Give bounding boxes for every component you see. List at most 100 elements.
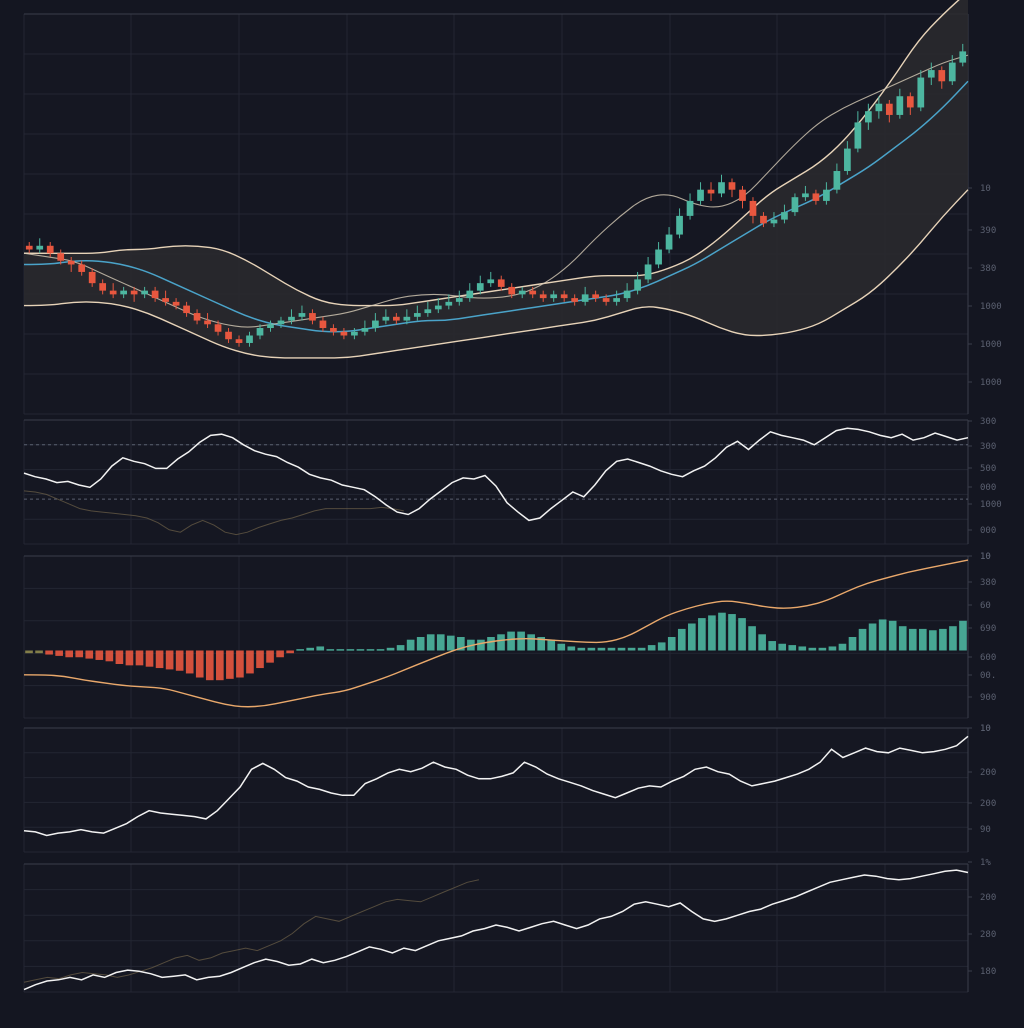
histogram-bar[interactable] (216, 650, 224, 681)
candle[interactable] (592, 290, 600, 302)
histogram-bar[interactable] (738, 618, 746, 651)
candle[interactable] (539, 290, 547, 302)
histogram-bar[interactable] (627, 647, 636, 651)
candle[interactable] (823, 182, 830, 205)
histogram-bar[interactable] (657, 642, 666, 651)
candle[interactable] (634, 271, 641, 295)
histogram-bar[interactable] (547, 639, 556, 651)
candle[interactable] (613, 290, 620, 306)
candle[interactable] (235, 335, 243, 347)
histogram-bar[interactable] (577, 647, 586, 651)
candle[interactable] (466, 283, 474, 302)
histogram-bar[interactable] (848, 637, 857, 651)
candle[interactable] (906, 92, 914, 115)
histogram-bar[interactable] (858, 628, 867, 651)
histogram-bar[interactable] (838, 643, 847, 651)
candle[interactable] (864, 103, 872, 130)
histogram-bar[interactable] (788, 645, 797, 651)
candle[interactable] (382, 309, 390, 325)
histogram-bar[interactable] (587, 647, 596, 651)
histogram-bar[interactable] (195, 650, 204, 678)
histogram-bar[interactable] (698, 618, 706, 651)
histogram-bar[interactable] (276, 650, 284, 658)
histogram-bar[interactable] (396, 645, 405, 651)
histogram-bar[interactable] (557, 643, 566, 651)
candle[interactable] (707, 182, 715, 201)
candle[interactable] (109, 283, 117, 299)
histogram-bar[interactable] (35, 650, 43, 654)
histogram-bar[interactable] (416, 637, 425, 651)
candle[interactable] (67, 256, 75, 272)
candle[interactable] (99, 279, 107, 295)
candle[interactable] (413, 305, 421, 321)
histogram-bar[interactable] (266, 650, 274, 663)
histogram-bar[interactable] (115, 650, 124, 665)
histogram-bar[interactable] (517, 631, 525, 651)
candle[interactable] (120, 286, 128, 299)
histogram-bar[interactable] (808, 647, 817, 651)
candle[interactable] (434, 298, 442, 314)
candle[interactable] (749, 197, 757, 224)
candle[interactable] (193, 309, 201, 325)
histogram-bar[interactable] (336, 649, 345, 651)
panel-macd[interactable] (23, 555, 969, 719)
candle[interactable] (770, 212, 778, 228)
candle[interactable] (403, 309, 411, 325)
histogram-bar[interactable] (125, 650, 134, 666)
candle[interactable] (676, 208, 683, 239)
candle[interactable] (812, 189, 820, 205)
candle[interactable] (340, 328, 348, 340)
candle[interactable] (298, 305, 306, 321)
candle[interactable] (392, 313, 400, 325)
candle[interactable] (25, 242, 33, 254)
candle[interactable] (917, 70, 925, 112)
candle[interactable] (172, 298, 180, 310)
candle[interactable] (529, 286, 537, 299)
candle[interactable] (309, 309, 316, 325)
histogram-bar[interactable] (105, 650, 114, 662)
candle[interactable] (739, 185, 746, 209)
candle[interactable] (781, 204, 788, 224)
candle[interactable] (560, 290, 568, 302)
candle[interactable] (78, 260, 86, 276)
panel-price[interactable] (23, 0, 969, 415)
candle[interactable] (508, 283, 516, 299)
histogram-bar[interactable] (477, 639, 485, 651)
histogram-bar[interactable] (165, 650, 174, 670)
candle[interactable] (351, 328, 358, 340)
histogram-bar[interactable] (828, 646, 837, 651)
candle[interactable] (938, 66, 946, 89)
histogram-bar[interactable] (75, 650, 84, 658)
histogram-bar[interactable] (145, 650, 154, 667)
candle[interactable] (372, 313, 379, 332)
histogram-bar[interactable] (778, 643, 787, 651)
histogram-bar[interactable] (527, 634, 535, 651)
panel-line_a[interactable] (23, 727, 969, 853)
histogram-bar[interactable] (758, 634, 766, 651)
histogram-bar[interactable] (226, 650, 234, 679)
histogram-bar[interactable] (497, 634, 505, 651)
panel-oscillator[interactable] (23, 419, 969, 545)
histogram-bar[interactable] (85, 650, 94, 659)
histogram-bar[interactable] (537, 637, 546, 651)
histogram-bar[interactable] (798, 646, 807, 651)
histogram-bar[interactable] (507, 631, 515, 651)
candle[interactable] (36, 238, 44, 254)
histogram-bar[interactable] (95, 650, 104, 660)
histogram-bar[interactable] (567, 646, 576, 651)
candle[interactable] (854, 111, 862, 153)
candle[interactable] (225, 328, 232, 343)
histogram-bar[interactable] (306, 647, 315, 651)
histogram-bar[interactable] (155, 650, 164, 669)
candle[interactable] (487, 271, 495, 287)
candle[interactable] (497, 275, 505, 291)
histogram-bar[interactable] (688, 623, 696, 651)
histogram-bar[interactable] (637, 647, 646, 651)
histogram-bar[interactable] (868, 623, 877, 651)
candle[interactable] (844, 141, 851, 175)
candle[interactable] (885, 99, 893, 123)
candle[interactable] (141, 286, 148, 299)
candle[interactable] (644, 256, 652, 284)
histogram-bar[interactable] (728, 614, 736, 651)
histogram-bar[interactable] (918, 628, 927, 651)
